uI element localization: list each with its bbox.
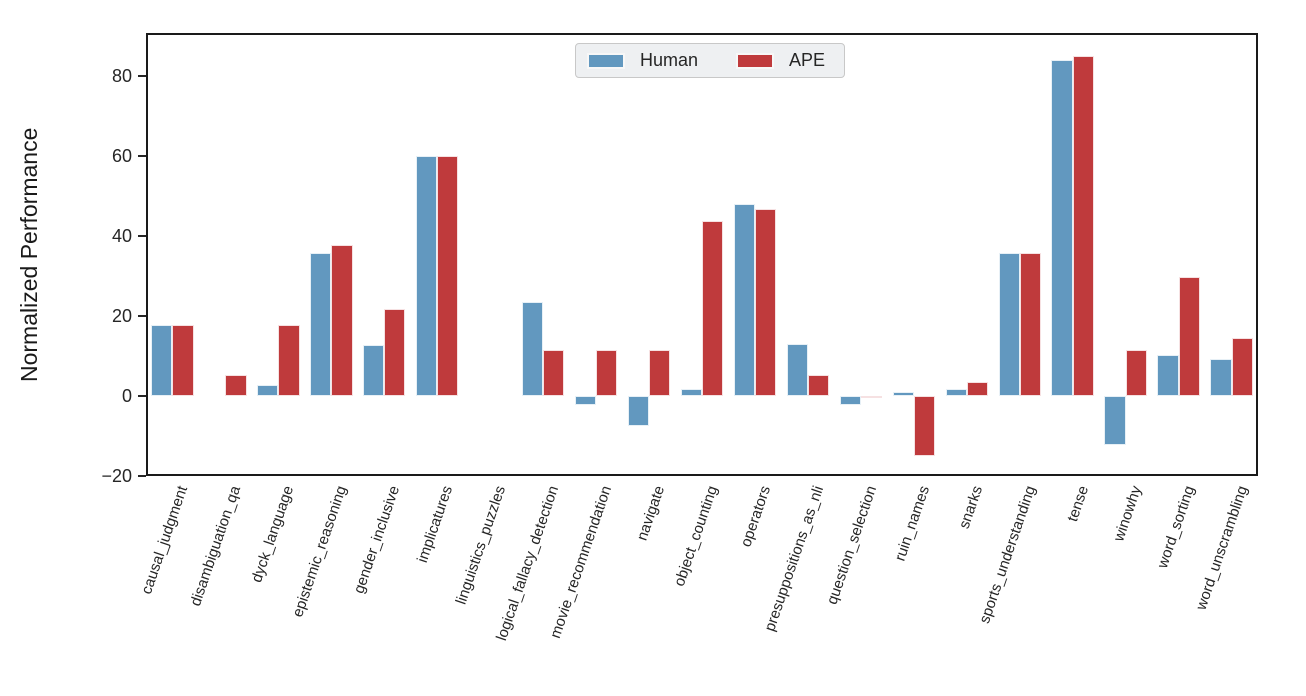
bar-ape-presuppositions_as_nli — [807, 375, 830, 396]
bar-human-implicatures — [416, 156, 438, 396]
bar-human-epistemic_reasoning — [310, 252, 332, 396]
legend-label-ape: APE — [789, 50, 826, 70]
bar-human-word_unscrambling — [1210, 358, 1232, 396]
bar-ape-navigate — [649, 350, 671, 396]
bar-human-sports_understanding — [998, 253, 1020, 396]
bar-ape-winowhy — [1125, 350, 1147, 396]
bar-human-logical_fallacy_detection — [521, 301, 544, 396]
bar-human-movie_recommendation — [574, 396, 597, 406]
bar-ape-word_sorting — [1178, 276, 1200, 396]
bar-human-ruin_names — [892, 392, 914, 396]
y-tick-mark — [138, 235, 146, 237]
y-tick-mark — [138, 155, 146, 157]
legend-label-human: Human — [640, 50, 699, 70]
bar-ape-sports_understanding — [1019, 252, 1041, 396]
bar-human-tense — [1051, 60, 1073, 396]
bar-human-operators — [733, 204, 755, 396]
bar-human-question_selection — [839, 396, 861, 405]
y-tick-label: 80 — [111, 66, 132, 86]
legend: Human APE — [575, 43, 845, 78]
bar-ape-dyck_language — [278, 324, 300, 396]
y-tick-mark — [138, 395, 146, 397]
y-axis-label: Normalized Performance — [16, 127, 42, 382]
bar-ape-disambiguation_qa — [225, 375, 247, 396]
bar-human-presuppositions_as_nli — [786, 344, 808, 396]
y-tick-mark — [138, 75, 146, 77]
bar-ape-causal_judgment — [172, 324, 194, 396]
y-tick-label: 60 — [111, 146, 132, 166]
legend-swatch-human — [587, 52, 625, 69]
bar-ape-tense — [1072, 56, 1094, 396]
bar-human-word_sorting — [1157, 354, 1179, 396]
bar-ape-implicatures — [437, 156, 459, 396]
y-tick-label: 40 — [111, 226, 132, 246]
bar-human-snarks — [945, 388, 967, 396]
bar-human-winowhy — [1104, 396, 1126, 446]
bar-ape-snarks — [966, 382, 988, 396]
y-tick-label: −20 — [101, 466, 132, 486]
bar-ape-word_unscrambling — [1231, 337, 1253, 396]
bar-human-causal_judgment — [151, 324, 173, 396]
bar-ape-movie_recommendation — [596, 350, 618, 396]
y-tick-mark — [138, 475, 146, 477]
bar-ape-gender_inclusive — [384, 309, 406, 396]
bar-human-dyck_language — [257, 384, 279, 396]
bar-ape-epistemic_reasoning — [331, 244, 353, 396]
bar-ape-operators — [754, 209, 777, 396]
bar-human-gender_inclusive — [363, 344, 385, 396]
y-tick-mark — [138, 315, 146, 317]
bar-ape-question_selection — [860, 396, 883, 398]
bar-ape-logical_fallacy_detection — [543, 350, 565, 396]
y-tick-label: 0 — [121, 386, 132, 406]
legend-swatch-ape — [736, 52, 775, 69]
bar-ape-object_counting — [702, 221, 724, 396]
bar-human-navigate — [627, 396, 650, 426]
bar-ape-ruin_names — [913, 396, 935, 456]
y-tick-label: 20 — [111, 306, 132, 326]
bar-human-object_counting — [680, 389, 702, 396]
